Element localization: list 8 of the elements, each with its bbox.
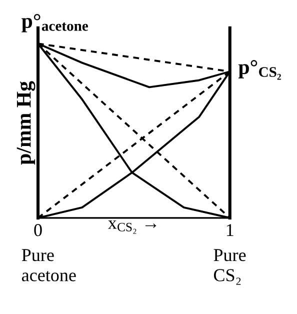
y-axis-title: p/mm Hg [16, 81, 36, 165]
x-axis-title: x$_{CS₂}$ → [108, 220, 156, 234]
x-tick-label: 0 [34, 224, 42, 236]
text: Pure CS₂ [214, 249, 246, 285]
annotation: p°$_{CS₂}$ [238, 60, 281, 80]
text: Pure acetone [22, 249, 76, 282]
x-tick-label: 1 [226, 224, 234, 236]
annotation: p°$_{acetone}$ [22, 14, 88, 32]
